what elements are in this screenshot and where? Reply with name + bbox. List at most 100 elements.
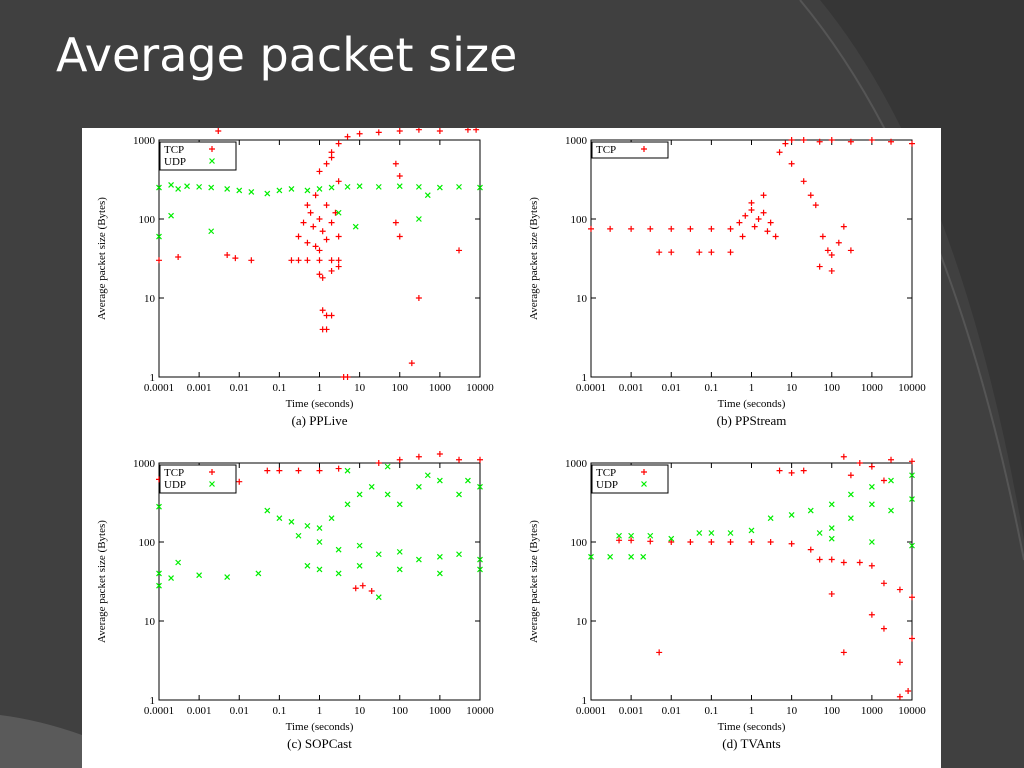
data-point-tcp [456, 456, 463, 463]
data-point-tcp [356, 130, 363, 137]
data-point-tcp [727, 225, 734, 232]
data-point-udp [727, 530, 734, 536]
data-point-udp [184, 183, 190, 190]
data-point-tcp [868, 562, 875, 569]
x-tick-label: 1 [749, 705, 755, 717]
data-point-udp [807, 507, 814, 514]
data-point-udp [375, 183, 382, 190]
data-point-udp [477, 483, 483, 490]
data-point-udp [264, 507, 271, 514]
data-point-udp [344, 501, 351, 508]
legend-box [591, 464, 669, 494]
data-point-tcp [304, 239, 311, 246]
data-point-udp [708, 530, 715, 536]
data-point-tcp [668, 225, 675, 232]
data-point-tcp [396, 233, 403, 240]
data-point-udp [767, 515, 774, 522]
data-point-udp [888, 477, 894, 484]
data-point-tcp [288, 257, 295, 264]
data-point-tcp [847, 247, 854, 254]
data-point-tcp [828, 590, 835, 597]
data-point-tcp [708, 225, 715, 232]
data-point-udp [328, 184, 335, 191]
data-point-udp [868, 539, 875, 545]
data-point-udp [464, 477, 471, 484]
data-point-tcp [788, 469, 795, 476]
legend-marker-tcp [641, 469, 647, 475]
data-point-udp [224, 574, 231, 580]
data-point-tcp [408, 360, 415, 367]
data-point-tcp [868, 137, 875, 143]
data-point-tcp [896, 659, 903, 666]
data-point-tcp [847, 472, 854, 479]
data-point-udp [276, 515, 283, 522]
data-point-udp [788, 512, 795, 518]
data-point-udp [816, 530, 823, 536]
data-point-tcp [687, 539, 694, 545]
data-point-udp [168, 181, 175, 188]
data-point-udp [424, 472, 431, 479]
data-point-tcp [316, 168, 323, 175]
data-point-udp [168, 575, 175, 581]
x-tick-label: 100 [824, 705, 841, 717]
x-tick-label: 0.0001 [144, 705, 174, 717]
data-point-tcp [319, 307, 326, 314]
data-point-udp [647, 532, 654, 539]
data-point-tcp [319, 274, 326, 281]
data-point-udp [415, 183, 422, 190]
data-point-tcp [264, 467, 271, 474]
series-udp [156, 463, 483, 601]
x-tick-label: 10000 [898, 382, 926, 394]
x-tick-label: 0.1 [705, 705, 719, 717]
data-point-tcp [295, 233, 302, 240]
data-point-tcp [824, 247, 831, 254]
data-point-udp [196, 572, 203, 579]
data-point-udp [208, 228, 215, 235]
data-point-tcp [727, 249, 734, 256]
x-tick-label: 10000 [898, 705, 926, 717]
data-point-tcp [359, 582, 366, 589]
data-point-tcp [392, 219, 399, 226]
x-tick-label: 10 [354, 705, 366, 717]
x-axis-label: Time (seconds) [286, 721, 354, 733]
chart-1: 0.0001 0.001 0.01 0.1 1 10 100 1000 10000 1 10 100 1… [528, 135, 926, 428]
data-point-udp [415, 483, 422, 490]
data-point-tcp [828, 252, 835, 259]
data-point-udp [175, 559, 182, 566]
data-point-tcp [215, 128, 222, 134]
data-point-tcp [880, 580, 887, 587]
y-tick-label: 100 [571, 214, 588, 226]
data-point-udp [276, 187, 283, 194]
y-tick-label: 1000 [565, 135, 588, 147]
data-point-tcp [396, 456, 403, 463]
data-point-tcp [340, 374, 347, 380]
data-point-udp [356, 183, 363, 190]
plot-frame [590, 462, 913, 701]
data-point-udp [396, 548, 403, 555]
data-point-udp [335, 209, 342, 216]
data-point-udp [436, 184, 443, 191]
data-point-tcp [788, 540, 795, 547]
data-point-tcp [328, 149, 335, 156]
data-point-tcp [760, 192, 767, 199]
plot-frame [590, 139, 913, 378]
legend-marker-tcp [209, 469, 215, 475]
data-point-udp [436, 570, 443, 577]
data-point-tcp [816, 556, 823, 563]
x-tick-label: 0.01 [230, 382, 249, 394]
data-point-udp [175, 186, 182, 192]
x-tick-label: 0.001 [187, 705, 212, 717]
figure-svg: 0.0001 0.001 0.01 0.1 1 10 100 1000 10000 1 10 100 1… [96, 128, 926, 751]
data-point-tcp [748, 206, 755, 213]
data-point-tcp [708, 249, 715, 256]
data-point-udp [335, 570, 342, 577]
data-point-tcp [788, 160, 795, 167]
data-point-udp [168, 212, 175, 219]
data-point-udp [255, 570, 262, 577]
data-point-tcp [748, 539, 755, 545]
y-tick-label: 100 [571, 537, 588, 549]
data-point-tcp [436, 128, 443, 134]
data-point-tcp [647, 538, 654, 545]
data-point-udp [344, 467, 351, 474]
